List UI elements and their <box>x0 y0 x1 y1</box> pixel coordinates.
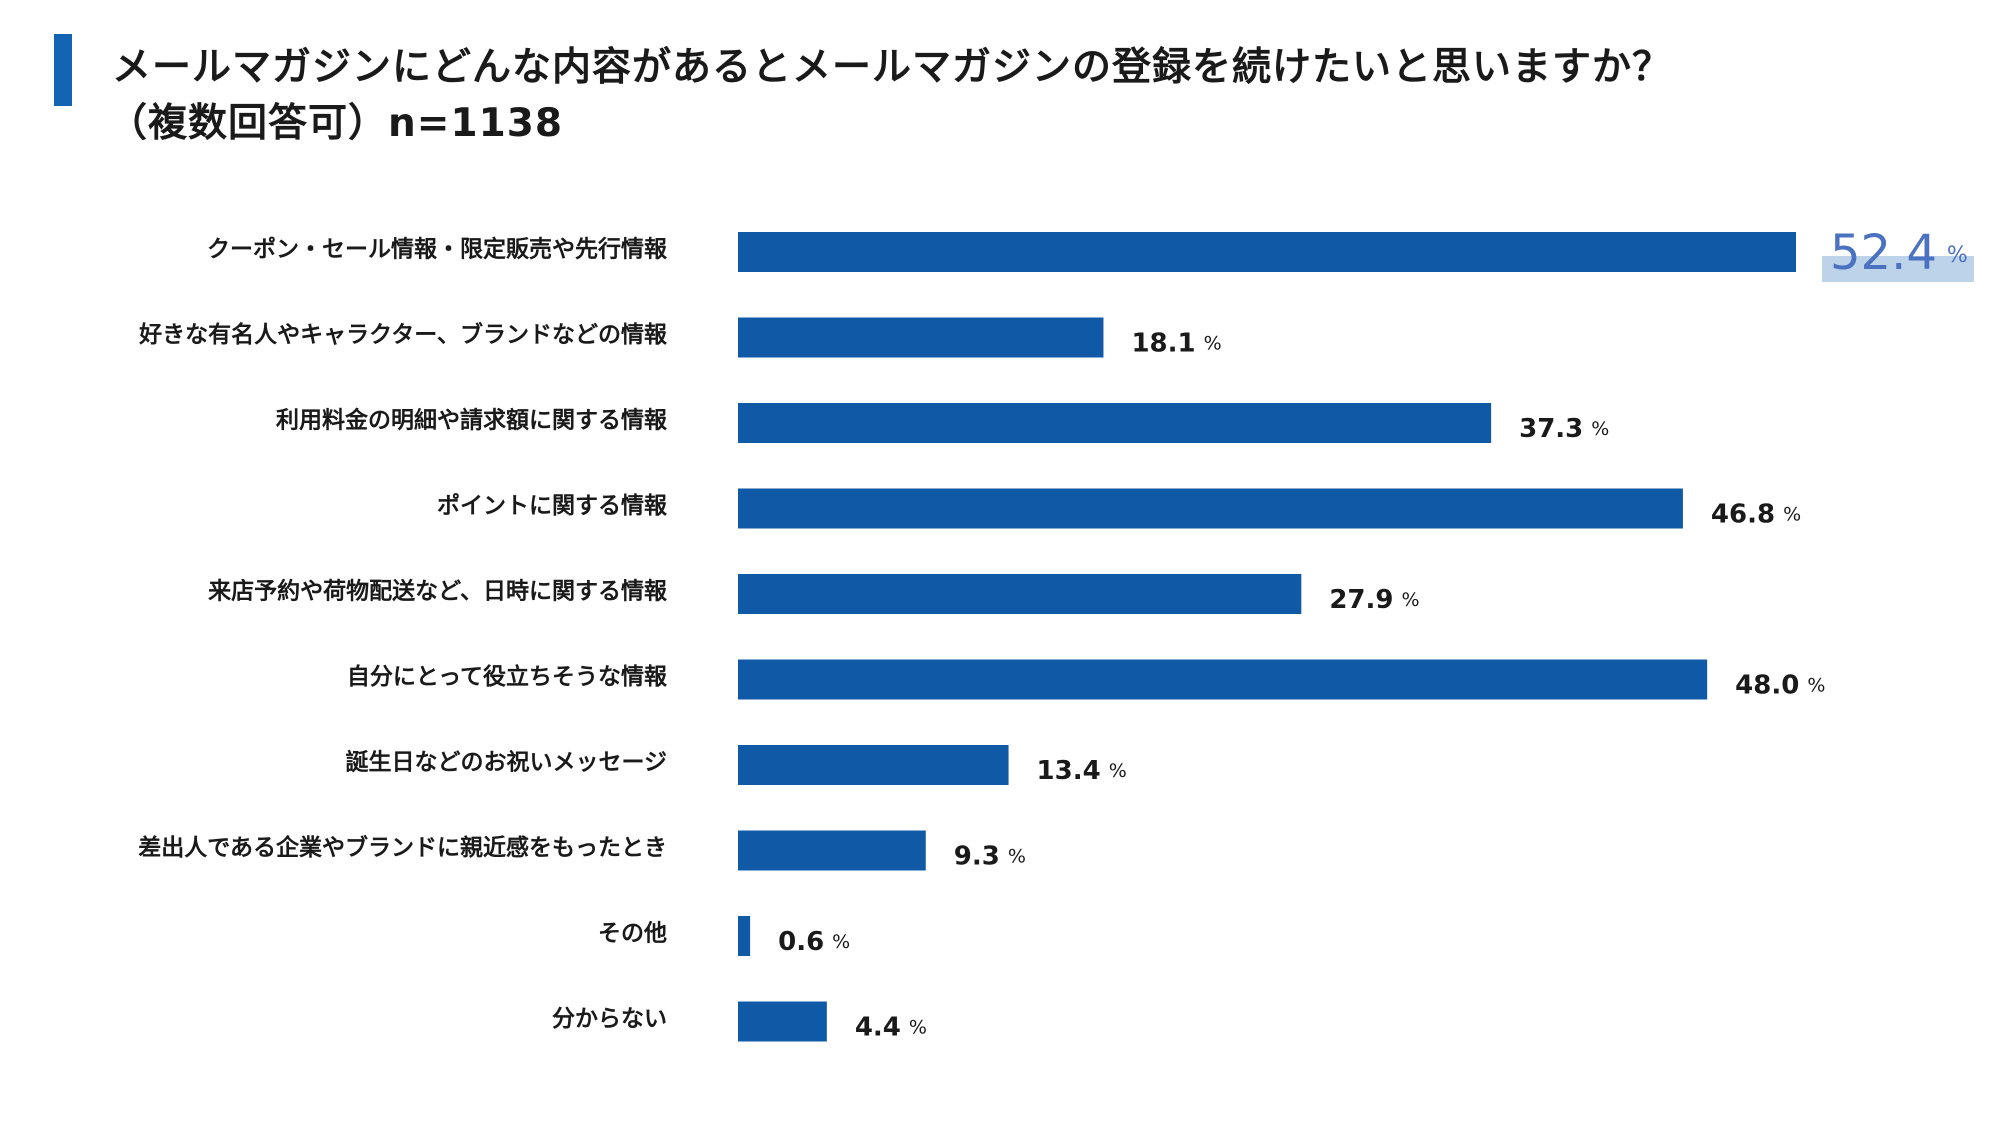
value-label: 52.4% <box>1830 225 1968 281</box>
category-label: 好きな有名人やキャラクター、ブランドなどの情報 <box>138 321 668 348</box>
value-number: 9.3 <box>954 841 1000 871</box>
category-label: 自分にとって役立ちそうな情報 <box>347 663 668 690</box>
category-label: 差出人である企業やブランドに親近感をもったとき <box>138 834 667 861</box>
value-unit: % <box>1109 760 1127 782</box>
value-label: 9.3% <box>954 841 1026 871</box>
chart-title-line2: （複数回答可）n=1138 <box>108 101 563 146</box>
highlight-band <box>1822 256 1974 282</box>
value-unit: % <box>1401 589 1419 611</box>
bar <box>738 1001 827 1042</box>
category-label: 誕生日などのお祝いメッセージ <box>345 749 667 776</box>
value-label: 4.4% <box>855 1012 927 1042</box>
bar <box>738 403 1492 443</box>
bar <box>738 317 1104 358</box>
value-number: 18.1 <box>1131 328 1195 358</box>
bar <box>738 830 926 871</box>
bar <box>738 574 1302 614</box>
value-label: 27.9% <box>1329 585 1419 615</box>
chart-title: メールマガジンにどんな内容があるとメールマガジンの登録を続けたいと思いますか？ … <box>108 40 1673 152</box>
category-label: その他 <box>598 921 667 947</box>
bar <box>738 659 1708 700</box>
value-unit: % <box>832 931 850 953</box>
value-number: 0.6 <box>778 927 824 957</box>
value-unit: % <box>1008 845 1026 867</box>
value-label: 48.0% <box>1735 670 1825 700</box>
chart-title-line1: メールマガジンにどんな内容があるとメールマガジンの登録を続けたいと思いますか？ <box>112 45 1673 90</box>
value-unit: % <box>1591 418 1609 440</box>
value-number: 13.4 <box>1037 756 1101 786</box>
value-number: 46.8 <box>1711 499 1775 529</box>
value-unit: % <box>1204 332 1222 354</box>
value-number: 48.0 <box>1735 670 1799 700</box>
value-unit: % <box>1807 674 1825 696</box>
value-unit: % <box>1783 503 1801 525</box>
value-label: 46.8% <box>1711 499 1801 529</box>
value-label: 18.1% <box>1131 328 1221 358</box>
category-label: 利用料金の明細や請求額に関する情報 <box>276 407 668 434</box>
value-number: 37.3 <box>1519 414 1583 444</box>
category-label: ポイントに関する情報 <box>437 492 668 519</box>
bar <box>738 745 1009 785</box>
category-label: 分からない <box>552 1006 667 1032</box>
value-label: 37.3% <box>1519 414 1609 444</box>
value-label: 0.6% <box>778 927 850 957</box>
bar <box>738 488 1683 529</box>
value-number: 4.4 <box>855 1012 901 1042</box>
title-accent-bar <box>54 34 72 106</box>
value-number: 27.9 <box>1329 585 1393 615</box>
category-label: クーポン・セール情報・限定販売や先行情報 <box>207 236 668 263</box>
category-label: 来店予約や荷物配送など、日時に関する情報 <box>208 578 668 605</box>
bar <box>738 232 1796 272</box>
value-number: 52.4 <box>1830 225 1937 281</box>
value-unit: % <box>1947 243 1968 268</box>
value-label: 13.4% <box>1037 756 1127 786</box>
bar <box>738 916 751 956</box>
value-unit: % <box>909 1016 927 1038</box>
